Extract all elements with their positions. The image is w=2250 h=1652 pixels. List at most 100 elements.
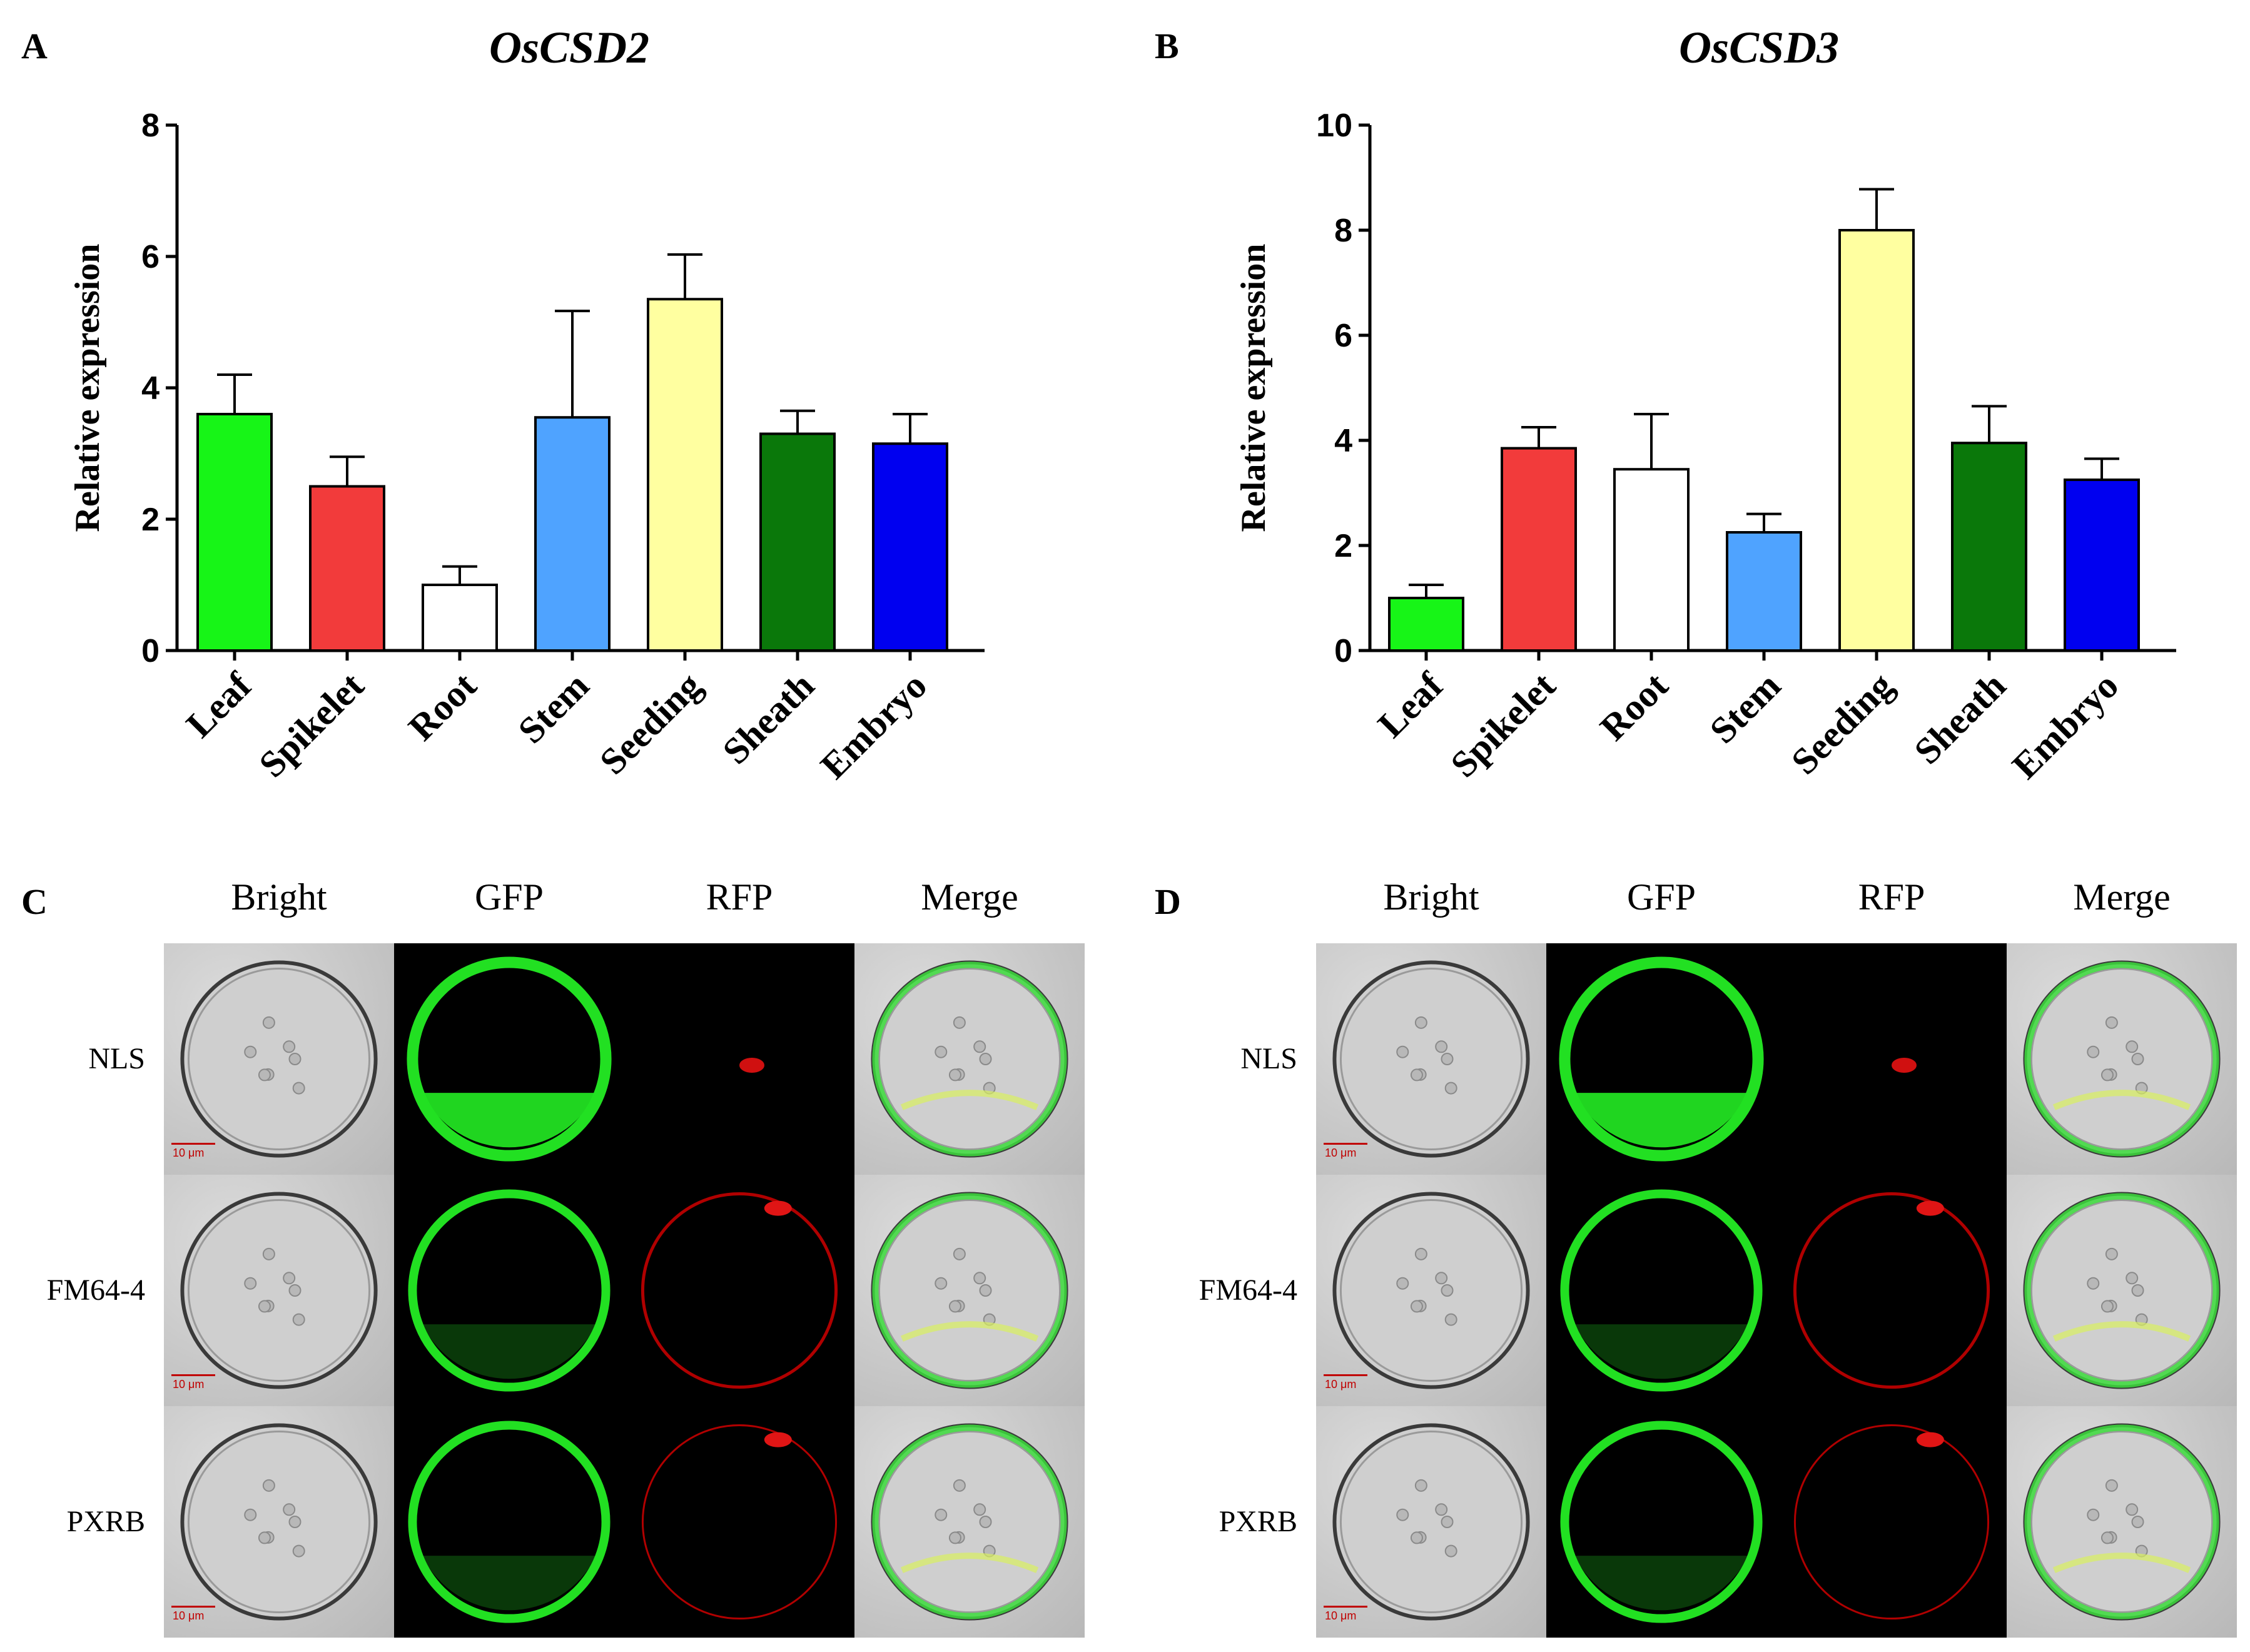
y-tick-label: 10 <box>1316 108 1352 144</box>
y-tick-label: 0 <box>1334 633 1352 669</box>
y-tick-label: 8 <box>1334 213 1352 249</box>
x-tick-label: Stem <box>510 665 597 752</box>
image-fm64-4-merge <box>2007 1175 2237 1406</box>
column-header-bright: Bright <box>1383 876 1479 918</box>
chart-title: OsCSD2 <box>489 23 649 73</box>
scale-bar-label: 10 μm <box>173 1609 205 1622</box>
row-label-pxrb: PXRB <box>1219 1505 1297 1538</box>
bar-embryo <box>2064 479 2140 652</box>
x-tick-label: Root <box>1592 665 1676 749</box>
image-nls-bright: 10 μm <box>1316 943 1546 1175</box>
chart-title: OsCSD3 <box>1679 23 1839 73</box>
image-nls-merge <box>2007 943 2237 1175</box>
row-label-nls: NLS <box>1240 1042 1297 1075</box>
microscopy-panel-c: Bright GFP RFP Merge NLS FM64-4 PXRB 10 μm 10 μm… <box>0 863 1113 1651</box>
panel-letter-b: B <box>1155 26 1179 66</box>
image-fm64-4-merge <box>854 1175 1085 1406</box>
x-tick-label: Embryo <box>2004 665 2126 787</box>
y-tick-label: 4 <box>1334 423 1352 459</box>
x-tick-label: Embryo <box>813 665 935 787</box>
image-nls-rfp <box>624 943 854 1175</box>
scale-bar-label: 10 μm <box>1325 1378 1357 1391</box>
bar-spikelet <box>1501 447 1577 652</box>
scale-bar-label: 10 μm <box>173 1147 205 1159</box>
row-label-fm64-4: FM64-4 <box>46 1274 145 1307</box>
row-label-fm64-4: FM64-4 <box>1198 1274 1297 1307</box>
column-header-bright: Bright <box>231 876 327 918</box>
column-header-rfp: RFP <box>1858 876 1925 918</box>
x-tick-label: Stem <box>1702 665 1789 752</box>
y-axis-label: Relative expression <box>1234 244 1273 532</box>
image-pxrb-gfp <box>394 1406 624 1638</box>
bar-spikelet <box>309 485 385 652</box>
scale-bar <box>171 1606 215 1608</box>
fluorescence-background <box>1546 943 2007 1638</box>
scale-bar-label: 10 μm <box>1325 1609 1357 1622</box>
image-fm64-4-bright: 10 μm <box>164 1175 394 1406</box>
image-fm64-4-rfp <box>1776 1175 2007 1406</box>
scale-bar <box>1324 1143 1367 1145</box>
image-pxrb-bright: 10 μm <box>164 1406 394 1638</box>
microscopy-panel-d: Bright GFP RFP Merge NLS FM64-4 PXRB 10 μm 10 μm… <box>1138 863 2250 1651</box>
bar-seeding <box>1838 229 1915 652</box>
x-tick-label: Seeding <box>1783 665 1901 783</box>
panel-letter-a: A <box>21 26 48 66</box>
scale-bar <box>171 1374 215 1376</box>
x-tick-label: Seeding <box>592 665 709 783</box>
scale-bar <box>171 1143 215 1145</box>
image-fm64-4-gfp <box>394 1175 624 1406</box>
scale-bar <box>1324 1606 1367 1608</box>
image-nls-merge <box>854 943 1085 1175</box>
y-axis-label: Relative expression <box>68 244 107 532</box>
y-tick-label: 0 <box>141 633 160 669</box>
image-pxrb-merge <box>854 1406 1085 1638</box>
image-nls-bright: 10 μm <box>164 943 394 1175</box>
y-tick-label: 4 <box>141 370 160 407</box>
column-header-gfp: GFP <box>474 876 544 918</box>
bar-sheath <box>759 432 836 652</box>
image-pxrb-merge <box>2007 1406 2237 1638</box>
x-tick-label: Leaf <box>1370 664 1451 746</box>
image-fm64-4-bright: 10 μm <box>1316 1175 1546 1406</box>
bar-sheath <box>1951 442 2027 652</box>
scale-bar-label: 10 μm <box>1325 1147 1357 1159</box>
bar-embryo <box>872 442 948 652</box>
panel-letter-d: D <box>1155 881 1181 922</box>
y-tick-label: 2 <box>141 502 160 538</box>
scale-bar <box>1324 1374 1367 1376</box>
image-fm64-4-rfp <box>624 1175 854 1406</box>
bar-root <box>422 584 498 652</box>
row-label-nls: NLS <box>88 1042 145 1075</box>
scale-bar-label: 10 μm <box>173 1378 205 1391</box>
x-tick-label: Root <box>400 665 484 749</box>
image-nls-rfp <box>1776 943 2007 1175</box>
x-tick-label: Sheath <box>1907 665 2014 773</box>
bar-root <box>1613 468 1690 652</box>
bar-stem <box>1726 531 1802 652</box>
bar-leaf <box>1388 597 1464 652</box>
x-tick-label: Sheath <box>715 665 823 773</box>
bar-seeding <box>647 298 723 652</box>
y-tick-label: 8 <box>141 108 160 144</box>
image-pxrb-bright: 10 μm <box>1316 1406 1546 1638</box>
column-header-rfp: RFP <box>706 876 773 918</box>
y-tick-label: 6 <box>1334 318 1352 354</box>
fluorescence-background <box>394 943 854 1638</box>
x-tick-label: Leaf <box>178 664 260 746</box>
column-header-merge: Merge <box>921 876 1018 918</box>
column-header-merge: Merge <box>2073 876 2171 918</box>
bar-stem <box>534 416 611 652</box>
x-tick-label: Spikelet <box>1442 665 1563 786</box>
column-header-gfp: GFP <box>1626 876 1696 918</box>
y-tick-label: 2 <box>1334 528 1352 564</box>
image-pxrb-rfp <box>624 1406 854 1638</box>
x-tick-label: Spikelet <box>251 665 372 786</box>
row-label-pxrb: PXRB <box>66 1505 145 1538</box>
panel-letter-c: C <box>21 881 48 922</box>
image-pxrb-rfp <box>1776 1406 2007 1638</box>
y-tick-label: 6 <box>141 239 160 275</box>
image-pxrb-gfp <box>1546 1406 1776 1638</box>
image-fm64-4-gfp <box>1546 1175 1776 1406</box>
bar-leaf <box>196 413 273 652</box>
